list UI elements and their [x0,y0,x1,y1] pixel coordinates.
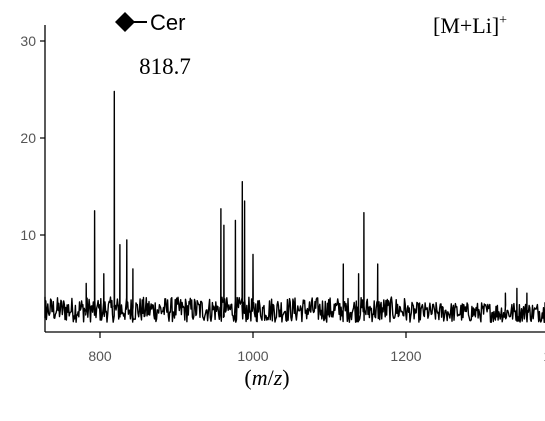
x-axis-title: (m/z) [244,365,289,390]
x-axis-title-open: ( [244,365,251,390]
x-axis-ticks: 800 1000 1200 1400 [88,332,545,364]
x-tick-label: 1400 [543,348,545,364]
x-tick-label: 1200 [390,348,421,364]
peak-annotation: 818.7 [139,54,191,79]
spectrum-trace [44,90,545,323]
y-axis-ticks: 10 20 30 [20,33,45,243]
x-axis-title-slash: / [268,365,275,390]
legend-diamond-marker [115,12,135,32]
legend-label: Cer [150,10,185,35]
ion-label-main: [M+Li] [433,13,499,38]
y-tick-label: 10 [20,227,36,243]
x-axis-title-close: ) [282,365,289,390]
y-tick-label: 30 [20,33,36,49]
x-axis-title-m: m [252,365,268,390]
legend: Cer [115,10,185,35]
x-axis-title-z: z [273,365,283,390]
ion-label: [M+Li]+ [433,13,507,38]
x-tick-label: 800 [88,348,112,364]
x-tick-label: 1000 [237,348,268,364]
ion-label-superscript: + [499,13,507,28]
y-tick-label: 20 [20,130,36,146]
